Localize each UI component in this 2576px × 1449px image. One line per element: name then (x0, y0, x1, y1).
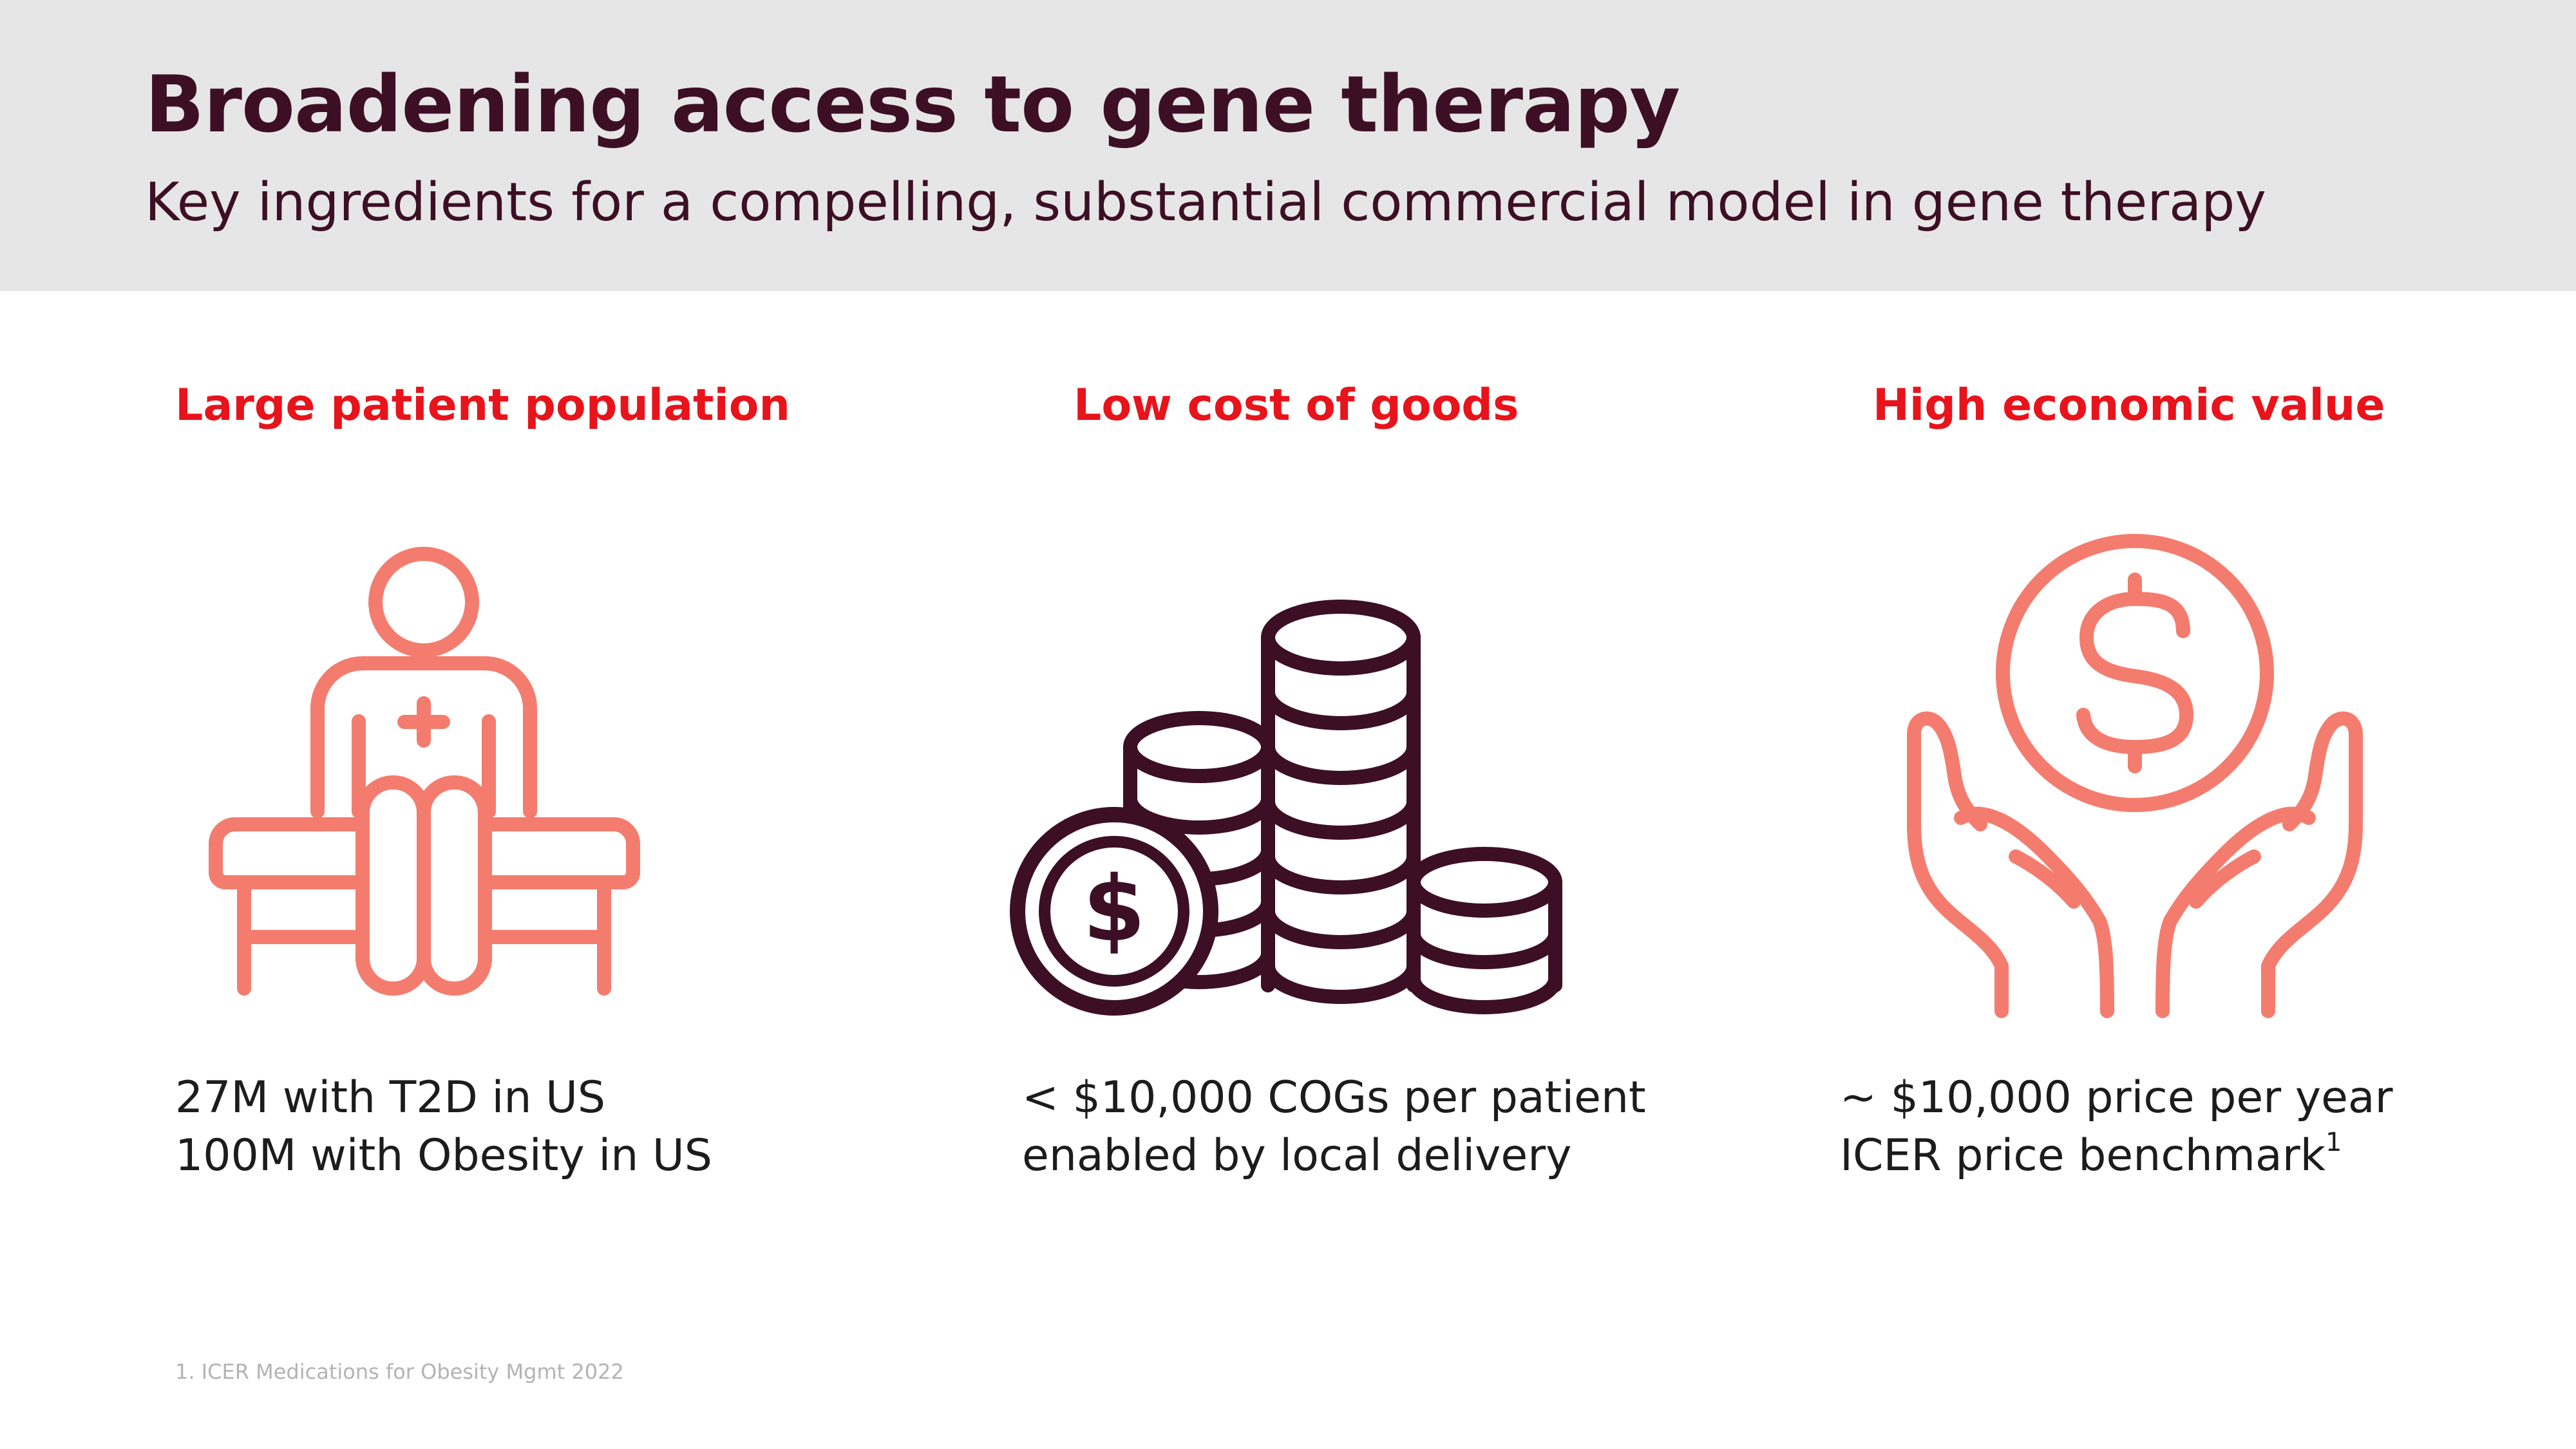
column-heading: High economic value (1873, 380, 2385, 431)
hands-dollar-icon (1907, 534, 2363, 1018)
column-patient-population: Large patient population 27M with T2D in… (174, 0, 947, 1224)
patient-icon (209, 547, 640, 996)
column-body: 27M with T2D in US 100M with Obesity in … (175, 1069, 712, 1185)
column-economic-value: High economic value ~ $10,000 price per … (1839, 0, 2576, 1224)
body-line: ~ $10,000 price per year (1840, 1072, 2393, 1123)
column-heading: Large patient population (175, 380, 790, 431)
footnote: 1. ICER Medications for Obesity Mgmt 202… (175, 1359, 624, 1384)
page-subtitle: Key ingredients for a compelling, substa… (145, 172, 2266, 233)
body-line: enabled by local delivery (1022, 1130, 1572, 1181)
header-band: Broadening access to gene therapy Key in… (0, 0, 2576, 291)
svg-text:$: $ (1083, 857, 1145, 962)
column-cost-of-goods: Low cost of goods < $10,000 COGs per pat… (1021, 0, 1794, 1224)
body-line: 27M with T2D in US (175, 1072, 606, 1123)
coin-stacks-icon: $ (1010, 600, 1562, 1016)
body-line: ICER price benchmark1 (1840, 1127, 2393, 1185)
body-line: 100M with Obesity in US (175, 1130, 712, 1181)
column-body: < $10,000 COGs per patient enabled by lo… (1022, 1069, 1646, 1185)
body-line: < $10,000 COGs per patient (1022, 1072, 1646, 1123)
column-heading: Low cost of goods (1074, 380, 1519, 431)
footnote-marker: 1 (2325, 1128, 2342, 1157)
body-line-text: ICER price benchmark (1840, 1130, 2326, 1181)
column-body: ~ $10,000 price per year ICER price benc… (1840, 1069, 2393, 1185)
page-title: Broadening access to gene therapy (145, 59, 1680, 150)
